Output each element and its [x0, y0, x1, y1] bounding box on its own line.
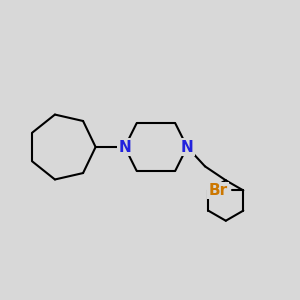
Text: N: N	[181, 140, 194, 154]
Text: Br: Br	[209, 183, 228, 198]
Text: N: N	[118, 140, 131, 154]
